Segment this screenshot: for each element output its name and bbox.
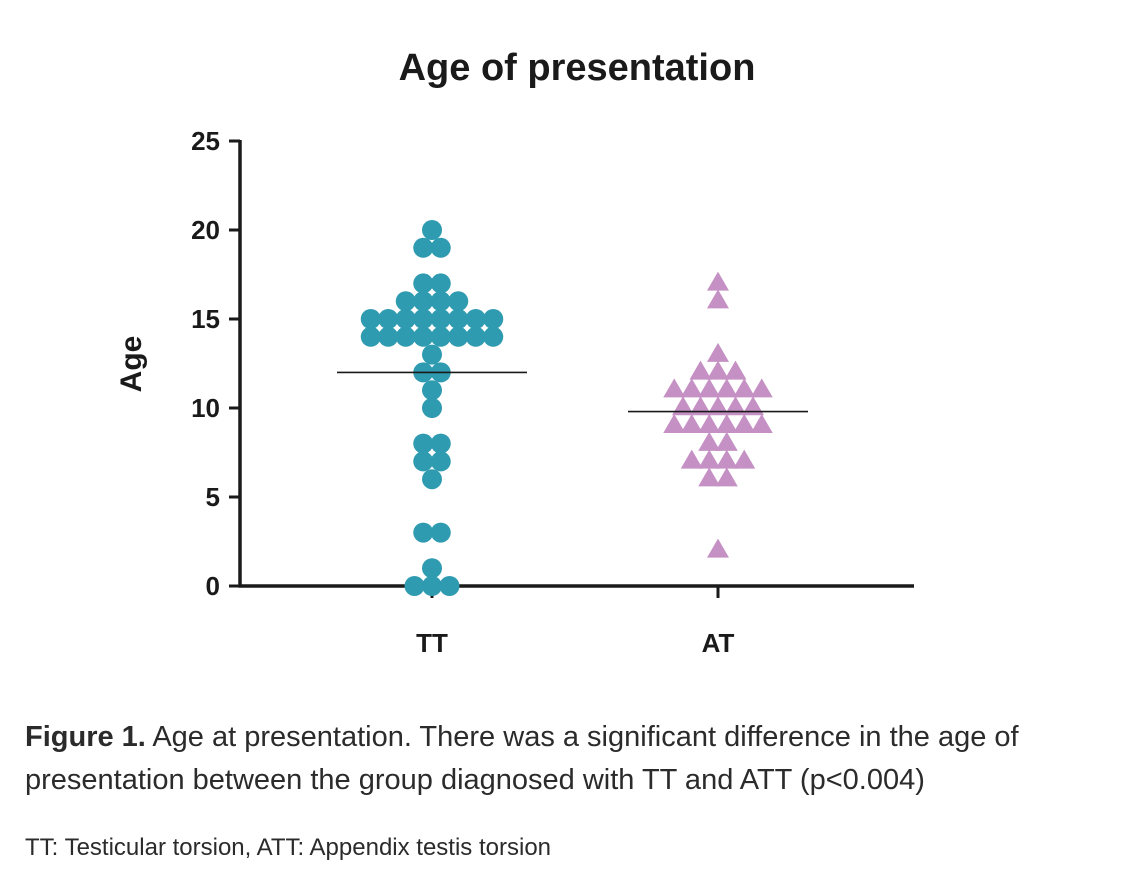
- data-point: [431, 309, 451, 329]
- data-point: [707, 361, 729, 380]
- data-point: [690, 396, 712, 415]
- data-point: [716, 450, 738, 469]
- data-point: [448, 327, 468, 347]
- data-point: [698, 467, 720, 486]
- data-point: [378, 309, 398, 329]
- data-point: [716, 467, 738, 486]
- data-point: [483, 327, 503, 347]
- data-point: [413, 273, 433, 293]
- chart-figure: Age of presentation Age 0 5 10 15 20 25 TT AT: [0, 0, 1122, 680]
- data-point: [698, 378, 720, 397]
- data-point: [681, 414, 703, 433]
- data-point: [466, 327, 486, 347]
- y-axis-label: Age: [115, 336, 148, 393]
- data-point: [422, 576, 442, 596]
- data-point: [751, 414, 773, 433]
- y-tick-label: 25: [191, 126, 220, 156]
- data-marks: [337, 220, 808, 596]
- chart-svg: Age of presentation Age 0 5 10 15 20 25 TT AT: [0, 0, 1122, 680]
- data-point: [725, 361, 747, 380]
- figure-footnote: TT: Testicular torsion, ATT: Appendix te…: [25, 833, 551, 863]
- data-point: [361, 327, 381, 347]
- data-point: [751, 378, 773, 397]
- data-point: [422, 380, 442, 400]
- data-point: [431, 238, 451, 258]
- caption-text: Age at presentation. There was a signifi…: [25, 721, 1019, 796]
- data-point: [422, 345, 442, 365]
- data-point: [413, 523, 433, 543]
- data-point: [681, 378, 703, 397]
- caption-label: Figure 1.: [25, 721, 146, 753]
- x-tick-label: AT: [702, 628, 735, 658]
- data-point: [422, 220, 442, 240]
- data-point: [413, 434, 433, 454]
- series-TT: [337, 220, 527, 596]
- data-point: [378, 327, 398, 347]
- data-point: [725, 396, 747, 415]
- data-point: [663, 378, 685, 397]
- data-point: [396, 291, 416, 311]
- data-point: [431, 291, 451, 311]
- data-point: [405, 576, 425, 596]
- data-point: [413, 291, 433, 311]
- data-point: [413, 451, 433, 471]
- data-point: [483, 309, 503, 329]
- data-point: [413, 309, 433, 329]
- y-tick-label: 0: [206, 571, 220, 601]
- x-tick-label: TT: [416, 628, 448, 658]
- data-point: [396, 309, 416, 329]
- y-tick-label: 15: [191, 304, 220, 334]
- data-point: [716, 378, 738, 397]
- data-point: [733, 414, 755, 433]
- data-point: [422, 558, 442, 578]
- y-tick-label: 10: [191, 393, 220, 423]
- figure-caption: Figure 1. Age at presentation. There was…: [25, 716, 1105, 802]
- data-point: [431, 523, 451, 543]
- data-point: [448, 291, 468, 311]
- data-point: [707, 289, 729, 308]
- data-point: [448, 309, 468, 329]
- data-point: [681, 450, 703, 469]
- data-point: [431, 434, 451, 454]
- data-point: [431, 327, 451, 347]
- data-point: [733, 450, 755, 469]
- data-point: [440, 576, 460, 596]
- data-point: [716, 414, 738, 433]
- chart-title: Age of presentation: [399, 47, 756, 89]
- data-point: [707, 343, 729, 362]
- data-point: [698, 432, 720, 451]
- data-point: [396, 327, 416, 347]
- data-point: [431, 451, 451, 471]
- data-point: [707, 539, 729, 558]
- data-point: [413, 238, 433, 258]
- data-point: [707, 272, 729, 291]
- data-point: [361, 309, 381, 329]
- data-point: [672, 396, 694, 415]
- y-tick-label: 20: [191, 215, 220, 245]
- data-point: [422, 398, 442, 418]
- data-point: [707, 396, 729, 415]
- data-point: [716, 432, 738, 451]
- data-point: [690, 361, 712, 380]
- data-point: [431, 273, 451, 293]
- data-point: [422, 469, 442, 489]
- data-point: [466, 309, 486, 329]
- series-AT: [628, 272, 808, 558]
- data-point: [663, 414, 685, 433]
- data-point: [698, 414, 720, 433]
- data-point: [733, 378, 755, 397]
- data-point: [413, 327, 433, 347]
- data-point: [698, 450, 720, 469]
- axes: 0 5 10 15 20 25 TT AT: [191, 126, 914, 658]
- data-point: [742, 396, 764, 415]
- y-tick-label: 5: [206, 482, 220, 512]
